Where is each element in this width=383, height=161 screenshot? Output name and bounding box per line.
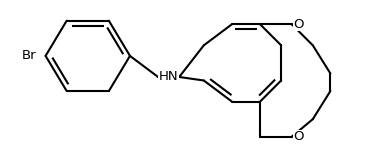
Text: HN: HN bbox=[159, 71, 178, 84]
Text: O: O bbox=[293, 18, 304, 31]
Text: O: O bbox=[293, 130, 304, 143]
Text: Br: Br bbox=[22, 49, 37, 62]
